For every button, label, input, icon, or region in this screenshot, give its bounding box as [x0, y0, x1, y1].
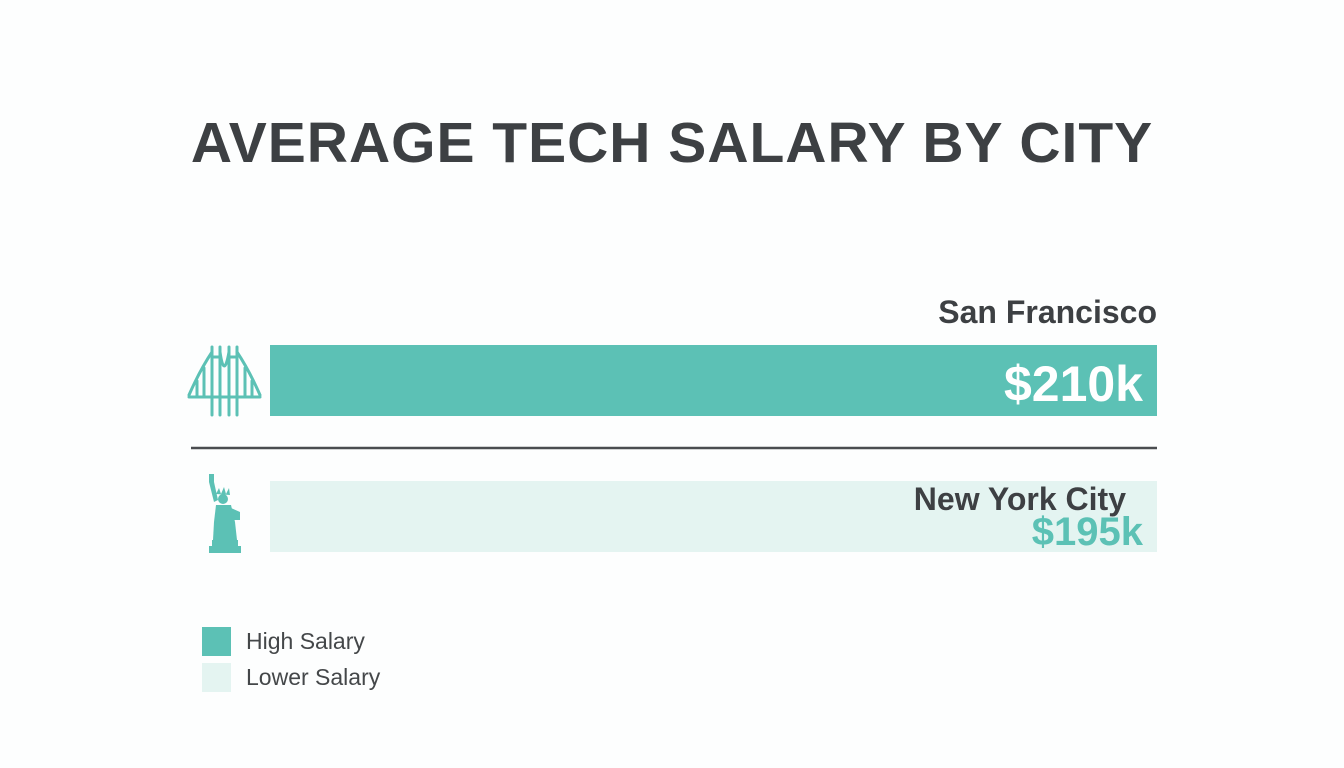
golden-gate-bridge-icon [187, 345, 262, 417]
value-label-san-francisco: $210k [1004, 356, 1143, 412]
legend-label-high: High Salary [246, 627, 365, 654]
legend: High Salary Lower Salary [202, 626, 380, 698]
legend-label-low: Lower Salary [246, 663, 381, 690]
chart-title: AVERAGE TECH SALARY BY CITY [190, 111, 1154, 175]
statue-of-liberty-icon [209, 474, 241, 553]
legend-item-low: Lower Salary [202, 662, 380, 692]
legend-swatch-high [202, 626, 231, 656]
bar-san-francisco [270, 345, 1157, 416]
legend-swatch-low [202, 662, 231, 692]
legend-item-high: High Salary [202, 626, 380, 656]
category-label-san-francisco: San Francisco [938, 294, 1157, 330]
category-label-new-york-city: New York City [914, 481, 1126, 517]
bar-new-york-city [270, 481, 1157, 552]
value-label-new-york-city: $195k [1032, 510, 1144, 554]
